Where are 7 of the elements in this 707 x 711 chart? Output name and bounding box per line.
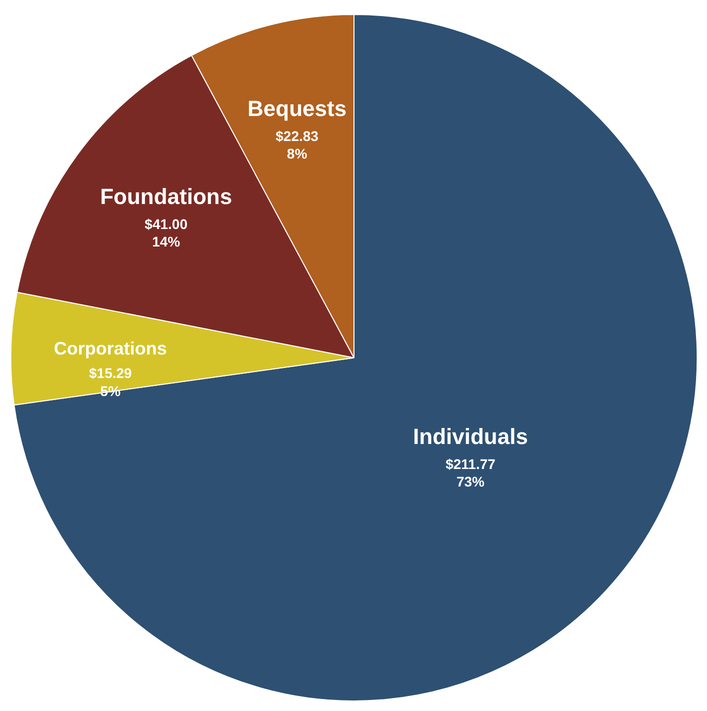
slice-label: Foundations: [100, 184, 232, 209]
slice-label: Bequests: [248, 96, 347, 121]
slice-label: Individuals: [413, 424, 528, 449]
data-label: $41.00 14%: [144, 216, 188, 250]
data-label: $211.77 73%: [446, 456, 496, 490]
slice-label: Corporations: [54, 338, 167, 358]
data-label: $22.83 8%: [276, 128, 319, 162]
